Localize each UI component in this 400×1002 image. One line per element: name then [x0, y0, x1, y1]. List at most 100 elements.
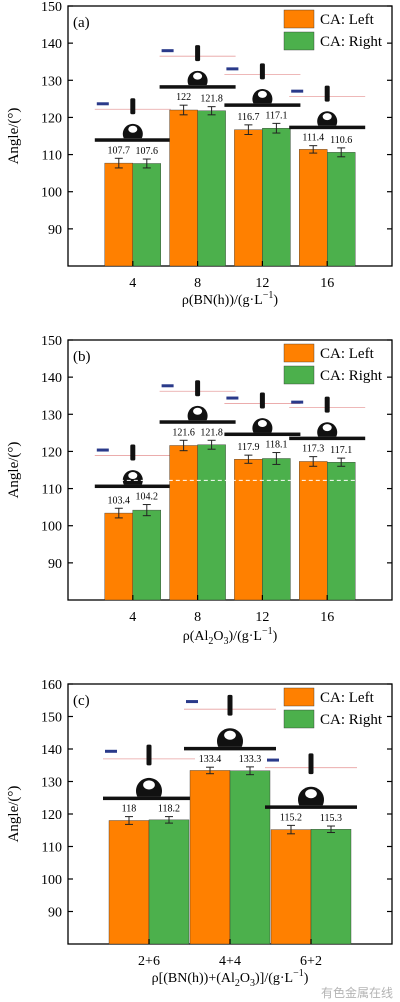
- panel-label: (b): [73, 349, 91, 365]
- needle: [146, 744, 152, 766]
- substrate-line: [224, 432, 301, 437]
- scale-marker: [291, 89, 304, 93]
- bar-ca-right: [262, 127, 291, 267]
- bar-ca-left: [104, 162, 134, 267]
- chart-panel-b: 90 100 110 120 130 140 150 Angle/(°) 103.4 104.2 4…: [6, 334, 393, 647]
- droplet-inset: [94, 444, 171, 489]
- legend-label-right: CA: Right: [320, 34, 383, 50]
- legend-swatch-left: [283, 343, 315, 363]
- legend-swatch-right: [283, 365, 315, 385]
- x-axis-label: ρ[(BN(h))+(Al2O3)]/(g·L−1): [152, 968, 309, 989]
- y-axis-label: Angle/(°): [6, 442, 22, 499]
- x-tick-label: 16: [320, 610, 334, 625]
- data-label: 121.8: [200, 94, 223, 105]
- data-label: 117.3: [302, 444, 324, 455]
- plot-frame: [67, 5, 393, 267]
- data-label: 121.6: [172, 427, 195, 438]
- droplet-inset: [265, 753, 357, 809]
- data-label: 110.6: [330, 135, 352, 146]
- substrate-line: [224, 103, 301, 107]
- needle: [308, 753, 314, 775]
- data-label: 117.1: [330, 445, 352, 456]
- scale-marker: [226, 396, 239, 400]
- legend-swatch-left: [283, 9, 315, 29]
- droplet-highlight: [257, 420, 267, 428]
- data-label: 103.4: [108, 495, 131, 506]
- bar-ca-right: [310, 829, 352, 945]
- substrate-line: [159, 85, 236, 89]
- y-tick-label: 130: [41, 74, 62, 89]
- data-label: 107.6: [136, 146, 159, 157]
- x-tick-label: 8: [194, 276, 201, 291]
- bar-ca-left: [189, 770, 231, 945]
- droplet-inset: [289, 85, 366, 130]
- x-tick-label: 12: [255, 610, 269, 625]
- y-tick-label: 130: [41, 776, 62, 791]
- x-tick-label: 16: [320, 276, 334, 291]
- substrate-line: [94, 138, 171, 142]
- bar-ca-right: [262, 458, 291, 601]
- substrate-line: [184, 746, 276, 751]
- bar-ca-right: [148, 819, 190, 945]
- x-tick-label: 4+4: [219, 954, 241, 969]
- data-label: 133.3: [239, 754, 262, 765]
- bar-ca-left: [169, 109, 198, 267]
- droplet-highlight: [143, 780, 155, 790]
- substrate-line: [103, 796, 195, 801]
- substrate-line: [289, 125, 366, 130]
- scale-marker: [226, 67, 239, 71]
- bar-ca-left: [108, 820, 150, 945]
- droplet-inset: [94, 98, 171, 142]
- needle: [227, 694, 233, 716]
- data-label: 121.8: [200, 427, 223, 438]
- x-tick-label: 4: [129, 610, 136, 625]
- data-label: 118.2: [158, 804, 180, 815]
- droplet-highlight: [305, 789, 317, 799]
- droplet-highlight: [128, 125, 138, 133]
- bar-ca-right: [197, 444, 226, 601]
- needle: [195, 380, 201, 397]
- droplet-inset: [103, 744, 195, 801]
- y-tick-label: 110: [42, 149, 62, 164]
- scale-marker: [96, 102, 109, 106]
- x-axis-label: ρ(BN(h))/(g·L−1): [182, 290, 279, 308]
- data-label: 117.1: [265, 110, 287, 121]
- droplet-highlight: [257, 90, 267, 98]
- x-tick-label: 8: [194, 610, 201, 625]
- legend-label-left: CA: Left: [320, 690, 375, 706]
- y-tick-label: 90: [48, 223, 62, 238]
- substrate-line: [289, 436, 366, 441]
- scale-marker: [161, 384, 174, 388]
- y-tick-label: 120: [41, 111, 62, 126]
- bar-ca-left: [299, 461, 328, 601]
- bar-ca-left: [270, 829, 312, 945]
- needle: [324, 85, 330, 102]
- data-label: 115.2: [280, 812, 302, 823]
- panel-label: (a): [73, 15, 90, 31]
- needle: [259, 63, 265, 80]
- data-label: 118: [122, 804, 137, 815]
- substrate-line: [265, 805, 357, 809]
- droplet-highlight: [193, 407, 203, 415]
- y-axis-label: Angle/(°): [6, 108, 22, 165]
- y-tick-label: 150: [41, 0, 62, 15]
- droplet-inset: [224, 63, 301, 107]
- x-tick-label: 2+6: [138, 954, 160, 969]
- bar-ca-left: [234, 459, 263, 601]
- y-tick-label: 150: [41, 711, 62, 726]
- droplet-highlight: [322, 113, 332, 121]
- data-label: 111.4: [302, 133, 324, 144]
- scale-marker: [291, 400, 304, 404]
- data-label: 117.9: [237, 442, 259, 453]
- droplet-highlight: [224, 730, 236, 740]
- x-axis-label: ρ(Al2O3)/(g·L−1): [183, 626, 278, 647]
- chart-panel-c: 90 100 110 120 130 140 150 160 Angle/(°) 118 118.2…: [6, 678, 393, 989]
- y-tick-label: 90: [48, 557, 62, 572]
- scale-marker: [186, 700, 198, 704]
- panel-label: (c): [73, 693, 90, 709]
- y-tick-label: 110: [42, 841, 62, 856]
- y-tick-label: 120: [41, 445, 62, 460]
- scale-marker: [96, 448, 109, 452]
- bar-ca-right: [327, 152, 356, 267]
